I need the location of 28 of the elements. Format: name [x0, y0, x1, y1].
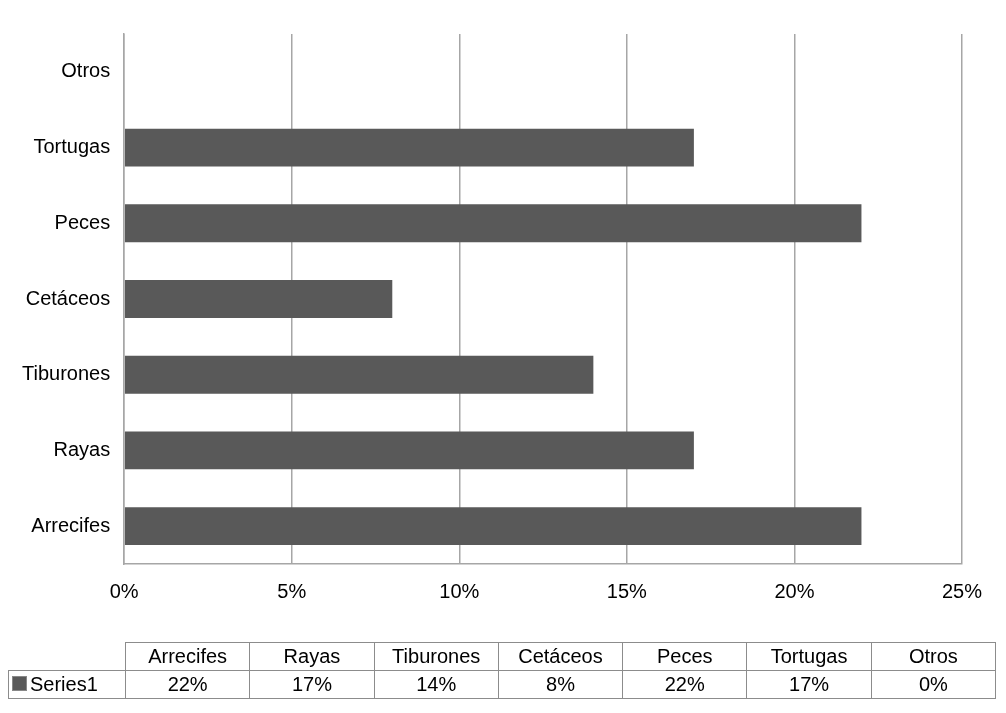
x-tick-label: 20% [774, 579, 815, 602]
text: 17% [789, 673, 830, 695]
category-label: Otros [908, 645, 958, 667]
x-tick-label: 5% [277, 579, 307, 602]
category-label: Cetáceos [518, 645, 603, 667]
text: 17% [291, 673, 332, 695]
text: 14% [416, 673, 457, 695]
category-label: Rayas [283, 645, 341, 667]
y-tick-label: Peces [54, 210, 111, 233]
x-tick-label: 25% [941, 579, 983, 602]
y-tick-label: Rayas [53, 437, 111, 460]
category-label: Tiburones [392, 645, 481, 667]
y-tick-label: Otros [61, 59, 111, 82]
y-tick-label: Tiburones [21, 362, 111, 385]
text: 22% [167, 673, 208, 695]
category-label: Tortugas [770, 645, 848, 667]
legend-label: Series1 [8, 670, 126, 699]
x-tick-label: 15% [606, 579, 648, 602]
x-tick-label: 10% [439, 579, 480, 602]
y-tick-label: Arrecifes [31, 513, 111, 536]
y-tick-label: Cetáceos [25, 286, 111, 309]
category-label: Arrecifes [148, 645, 228, 667]
y-tick-label: Tortugas [33, 135, 111, 158]
text: 8% [546, 673, 575, 695]
text: 0% [918, 673, 948, 695]
category-label: Peces [656, 645, 713, 667]
x-tick-label: 0% [109, 579, 139, 602]
text: 22% [664, 673, 705, 695]
